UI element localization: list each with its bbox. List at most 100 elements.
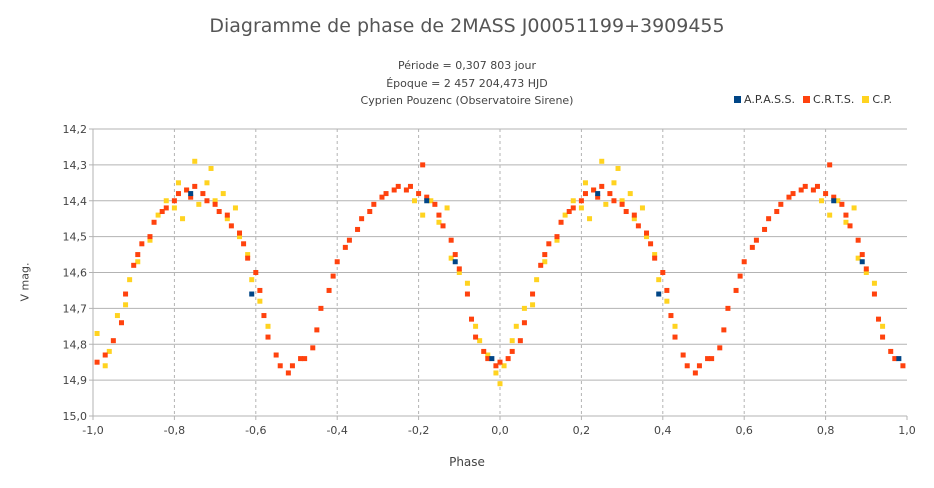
- point-crts: [216, 209, 222, 215]
- y-tick-label: 14,6: [63, 267, 88, 280]
- point-crts: [843, 212, 849, 218]
- point-crts: [542, 252, 548, 258]
- point-crts: [668, 313, 674, 319]
- point-crts: [440, 223, 446, 229]
- point-crts: [110, 338, 116, 344]
- point-crts: [741, 259, 747, 265]
- point-crts: [452, 252, 458, 258]
- point-crts: [342, 244, 348, 250]
- x-tick-label: 0,6: [735, 424, 753, 437]
- point-cp: [456, 270, 462, 275]
- point-crts: [436, 212, 442, 218]
- subtitle-epoch: Époque = 2 457 204,473 HJD: [386, 77, 548, 90]
- point-crts: [371, 201, 377, 207]
- point-crts: [733, 287, 739, 293]
- point-cp: [155, 212, 161, 218]
- point-crts: [599, 183, 605, 189]
- y-tick-label: 15,0: [63, 410, 88, 423]
- point-cp: [204, 180, 210, 186]
- point-crts: [859, 252, 865, 258]
- legend-label-apass: A.P.A.S.S.: [744, 93, 796, 106]
- point-cp: [212, 198, 218, 204]
- point-crts: [188, 194, 194, 200]
- point-crts: [310, 345, 316, 351]
- point-cp: [171, 205, 177, 211]
- point-cp: [587, 216, 593, 222]
- point-crts: [497, 359, 503, 365]
- point-crts: [538, 262, 544, 268]
- point-crts: [265, 334, 271, 340]
- point-crts: [644, 230, 650, 236]
- point-cp: [497, 381, 503, 387]
- point-crts: [855, 237, 861, 243]
- point-crts: [424, 194, 430, 200]
- point-cp: [257, 298, 263, 304]
- point-cp: [196, 201, 202, 207]
- subtitle-period: Période = 0,307 803 jour: [397, 59, 537, 72]
- point-cp: [114, 313, 120, 319]
- point-crts: [595, 194, 601, 200]
- point-crts: [635, 223, 641, 229]
- point-crts: [684, 363, 690, 369]
- point-cp: [639, 205, 645, 211]
- point-cp: [224, 216, 230, 222]
- point-apass: [249, 291, 255, 297]
- point-cp: [509, 338, 515, 344]
- point-cp: [513, 323, 519, 329]
- point-cp: [192, 158, 198, 164]
- point-crts: [131, 262, 137, 268]
- point-crts: [289, 363, 295, 369]
- point-crts: [652, 255, 658, 261]
- point-crts: [123, 291, 129, 297]
- chart-title: Diagramme de phase de 2MASS J00051199+39…: [209, 15, 725, 37]
- point-crts: [228, 223, 234, 229]
- point-crts: [493, 363, 499, 369]
- point-cp: [570, 198, 576, 204]
- point-crts: [355, 226, 361, 232]
- point-crts: [721, 327, 727, 333]
- legend-swatch-cp: [862, 96, 870, 103]
- chart-legend: A.P.A.S.S. C.R.T.S. C.P.: [734, 93, 892, 106]
- subtitle-author: Cyprien Pouzenc (Observatoire Sirene): [360, 94, 574, 107]
- point-apass: [489, 356, 495, 362]
- point-crts: [705, 356, 711, 362]
- point-crts: [456, 266, 462, 272]
- point-cp: [102, 363, 108, 369]
- point-cp: [672, 323, 678, 329]
- point-crts: [473, 334, 479, 340]
- point-cp: [871, 280, 877, 286]
- point-cp: [175, 180, 181, 186]
- point-crts: [814, 183, 820, 189]
- point-crts: [660, 270, 666, 275]
- point-cp: [94, 330, 100, 336]
- point-crts: [171, 198, 177, 204]
- point-cp: [428, 198, 434, 204]
- point-crts: [330, 273, 336, 279]
- point-crts: [778, 201, 784, 207]
- point-crts: [876, 316, 882, 322]
- point-cp: [542, 259, 548, 265]
- point-cp: [615, 165, 621, 171]
- point-crts: [94, 359, 100, 365]
- point-crts: [619, 201, 625, 207]
- point-crts: [241, 241, 247, 247]
- point-crts: [823, 191, 829, 197]
- point-crts: [570, 205, 576, 211]
- x-tick-label: -1,0: [82, 424, 103, 437]
- point-cp: [232, 205, 238, 211]
- point-crts: [147, 234, 153, 240]
- legend-item-apass: A.P.A.S.S.: [734, 93, 795, 106]
- point-crts: [212, 201, 218, 207]
- point-cp: [127, 277, 133, 283]
- point-crts: [505, 356, 511, 362]
- point-cp: [619, 198, 625, 204]
- point-crts: [863, 266, 869, 272]
- point-apass: [424, 198, 430, 204]
- point-crts: [135, 252, 141, 258]
- point-cp: [493, 370, 499, 376]
- point-crts: [326, 287, 332, 293]
- point-crts: [753, 237, 759, 243]
- point-crts: [253, 270, 259, 275]
- point-crts: [403, 187, 409, 193]
- point-crts: [420, 162, 426, 168]
